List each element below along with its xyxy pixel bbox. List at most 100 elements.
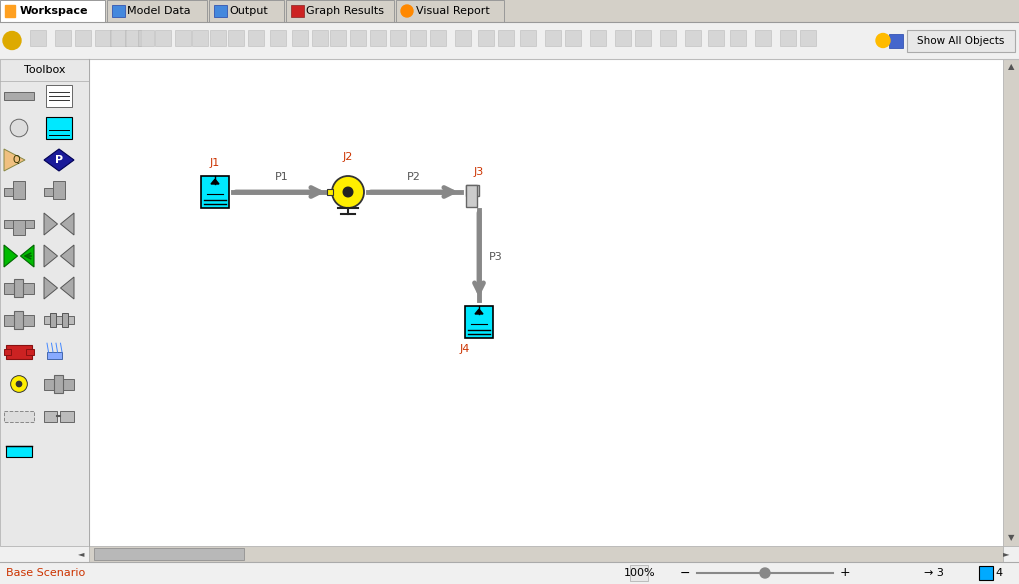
Text: J4: J4 — [460, 344, 470, 354]
Bar — [47, 352, 62, 359]
Text: J3: J3 — [474, 168, 484, 178]
Polygon shape — [211, 179, 219, 184]
Bar — [53, 181, 65, 199]
Circle shape — [10, 119, 28, 137]
Bar — [201, 176, 229, 208]
Bar — [26, 349, 34, 355]
Bar — [50, 314, 56, 326]
Bar — [46, 117, 72, 139]
Circle shape — [760, 568, 770, 578]
Bar — [396, 0, 504, 22]
Polygon shape — [60, 245, 74, 267]
Circle shape — [3, 32, 21, 50]
Polygon shape — [44, 277, 57, 299]
Bar — [630, 565, 648, 581]
Polygon shape — [4, 245, 17, 267]
Bar — [889, 33, 903, 47]
Text: Visual Report: Visual Report — [416, 6, 490, 16]
Bar — [390, 30, 406, 46]
Bar — [291, 5, 304, 17]
Bar — [13, 181, 25, 199]
Bar — [800, 30, 816, 46]
Text: → 3: → 3 — [924, 568, 944, 578]
Text: −: − — [680, 566, 690, 579]
Circle shape — [343, 187, 353, 197]
Bar — [455, 30, 471, 46]
Bar — [209, 0, 284, 22]
Text: ▼: ▼ — [1008, 534, 1014, 543]
Bar — [312, 30, 328, 46]
Circle shape — [332, 176, 364, 208]
Text: Toolbox: Toolbox — [23, 65, 65, 75]
Bar — [248, 30, 264, 46]
Bar — [545, 30, 561, 46]
Bar — [6, 345, 32, 359]
Bar — [478, 30, 494, 46]
Polygon shape — [475, 309, 483, 314]
Bar — [44, 315, 74, 324]
Bar — [907, 30, 1015, 51]
Text: Q: Q — [12, 155, 19, 165]
Text: J2: J2 — [342, 152, 354, 162]
Circle shape — [16, 381, 21, 387]
Text: Base Scenario: Base Scenario — [6, 568, 86, 578]
Text: +: + — [840, 566, 850, 579]
Text: Workspace: Workspace — [20, 6, 89, 16]
Bar — [89, 59, 1003, 546]
Bar — [4, 349, 11, 355]
Bar — [175, 30, 191, 46]
Bar — [780, 30, 796, 46]
Text: ▲: ▲ — [1008, 62, 1014, 71]
Bar — [466, 185, 477, 207]
Bar — [30, 30, 46, 46]
Bar — [430, 30, 446, 46]
Text: ►: ► — [1003, 550, 1009, 558]
Text: Show All Objects: Show All Objects — [917, 36, 1005, 46]
Bar — [979, 566, 993, 580]
Text: Graph Results: Graph Results — [306, 6, 384, 16]
Bar — [0, 22, 1019, 59]
Circle shape — [401, 5, 413, 17]
Bar — [292, 30, 308, 46]
Bar — [0, 0, 1019, 22]
Bar — [125, 30, 141, 46]
Bar — [590, 30, 606, 46]
Polygon shape — [44, 149, 74, 171]
Bar — [4, 187, 19, 196]
Bar — [0, 0, 105, 22]
Bar — [1003, 59, 1019, 546]
Bar — [465, 306, 493, 338]
Bar — [270, 30, 286, 46]
Text: P2: P2 — [407, 172, 421, 182]
Bar — [615, 30, 631, 46]
Bar — [55, 30, 71, 46]
Bar — [565, 30, 581, 46]
Text: P1: P1 — [275, 172, 288, 182]
Bar — [327, 189, 333, 195]
Circle shape — [10, 376, 28, 392]
Bar — [62, 314, 68, 326]
Text: P3: P3 — [489, 252, 502, 262]
Text: Model Data: Model Data — [127, 6, 191, 16]
Bar — [410, 30, 426, 46]
Bar — [155, 30, 171, 46]
Bar — [498, 30, 514, 46]
Bar — [95, 30, 111, 46]
Bar — [75, 30, 91, 46]
Bar — [4, 220, 34, 228]
Bar — [635, 30, 651, 46]
Bar — [13, 220, 25, 235]
Polygon shape — [44, 213, 57, 235]
Bar — [44, 187, 59, 196]
Text: P: P — [55, 155, 63, 165]
Bar — [112, 5, 125, 17]
Circle shape — [876, 33, 890, 47]
Bar — [370, 30, 386, 46]
Text: 100%: 100% — [625, 568, 656, 578]
Bar — [44, 378, 74, 390]
Bar — [466, 185, 479, 196]
Bar — [44, 411, 57, 422]
Bar — [5, 5, 15, 17]
Bar — [210, 30, 226, 46]
Polygon shape — [44, 245, 57, 267]
